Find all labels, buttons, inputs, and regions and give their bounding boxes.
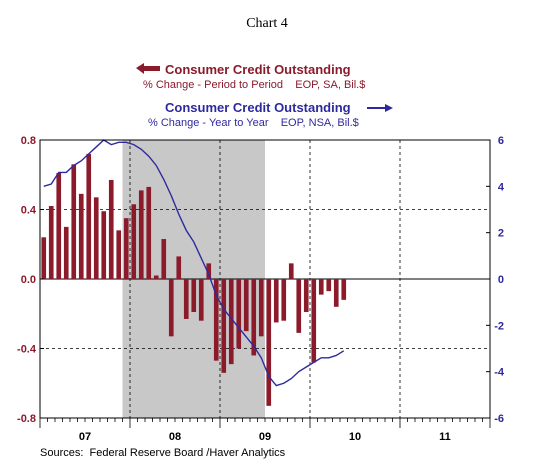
bar	[168, 279, 174, 337]
bar	[326, 279, 332, 292]
left-tick-label: 0.8	[21, 135, 36, 147]
x-year-label: 07	[79, 431, 91, 443]
bar	[63, 226, 69, 280]
legend-bar-series: Consumer Credit Outstanding % Change - P…	[136, 62, 365, 91]
bar	[101, 211, 107, 279]
right-tick-label: -6	[494, 413, 504, 425]
right-tick-label: -2	[494, 320, 504, 332]
bar	[333, 279, 339, 307]
x-year-label: 10	[349, 431, 361, 443]
bar	[41, 237, 47, 279]
bar	[191, 279, 197, 313]
bar	[341, 279, 347, 300]
bar	[183, 279, 189, 319]
bar	[78, 193, 84, 279]
source-note: Sources: Federal Reserve Board /Haver An…	[40, 447, 286, 459]
bar	[273, 279, 279, 323]
bar	[161, 239, 167, 279]
x-year-label: 08	[169, 431, 181, 443]
left-tick-label: 0.4	[21, 205, 37, 217]
bar	[243, 279, 249, 332]
left-axis: 0.8 0.4 0.0 -0.4 -0.8	[17, 135, 44, 425]
legend-bar-series-subtitle: % Change - Period to Period EOP, SA, Bil…	[143, 79, 365, 91]
right-tick-label: 2	[498, 228, 504, 240]
bar	[303, 279, 309, 313]
bar	[146, 186, 152, 279]
right-tick-label: 4	[498, 181, 505, 193]
bar	[116, 230, 122, 279]
bar	[266, 279, 272, 406]
bar	[138, 190, 144, 279]
bar	[296, 279, 302, 333]
bar	[176, 256, 182, 279]
bar	[318, 279, 324, 295]
grid-lines	[40, 140, 490, 418]
legend-line-series-subtitle: % Change - Year to Year EOP, NSA, Bil.$	[148, 117, 359, 129]
left-tick-label: -0.4	[17, 344, 37, 356]
x-axis: 07 08 09 10 11	[39, 418, 491, 443]
bar	[206, 263, 212, 279]
legend-line-series: Consumer Credit Outstanding % Change - Y…	[148, 100, 393, 129]
x-year-label: 09	[259, 431, 271, 443]
bar	[153, 275, 159, 279]
left-tick-label: -0.8	[17, 413, 36, 425]
bar	[71, 164, 77, 279]
bar	[108, 179, 114, 279]
bar	[281, 279, 287, 321]
legend-right-arrow-icon	[367, 104, 393, 112]
bar	[258, 279, 264, 337]
bar	[93, 197, 99, 279]
bar	[56, 173, 62, 279]
right-tick-label: 0	[498, 274, 504, 286]
legend-bar-series-name: Consumer Credit Outstanding	[165, 62, 351, 77]
left-tick-label: 0.0	[21, 274, 36, 286]
right-axis: 6 4 2 0 -2 -4 -6	[486, 135, 505, 425]
bar	[131, 204, 137, 279]
yoy-line	[43, 139, 345, 387]
legend-left-arrow-icon	[136, 63, 160, 74]
bar	[213, 279, 219, 361]
x-year-label: 11	[439, 431, 451, 443]
bar	[48, 206, 54, 279]
bar	[123, 218, 129, 279]
bar	[311, 279, 317, 363]
right-tick-label: 6	[498, 135, 504, 147]
bar	[288, 263, 294, 279]
bar	[251, 279, 257, 356]
right-tick-label: -4	[494, 367, 505, 379]
line-series	[43, 139, 345, 387]
legend-line-series-name: Consumer Credit Outstanding	[165, 100, 351, 115]
bar	[198, 279, 204, 321]
bar-series	[41, 153, 347, 406]
bar	[86, 153, 92, 279]
chart-title: Chart 4	[246, 16, 288, 31]
bar	[236, 279, 242, 349]
bar	[228, 279, 234, 365]
bar	[221, 279, 227, 373]
